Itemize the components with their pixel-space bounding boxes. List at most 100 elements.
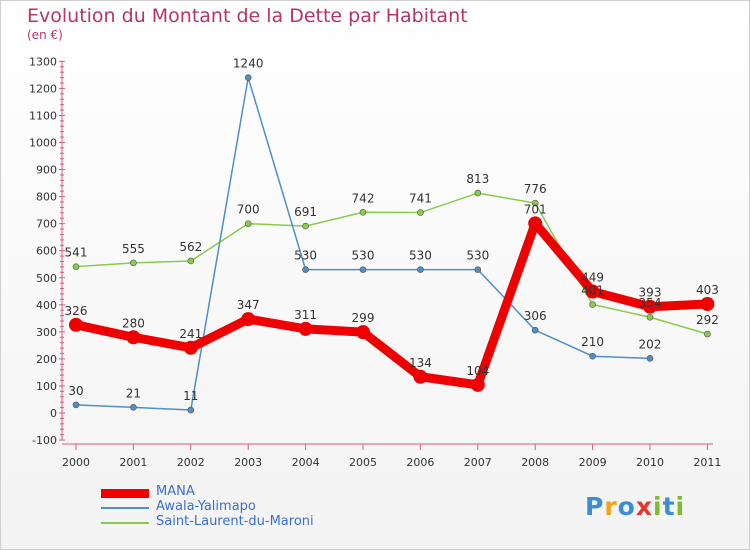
y-tick-label: 200 [36,353,57,366]
y-tick-label: 300 [36,326,57,339]
data-label: 541 [65,246,88,260]
data-label: 202 [639,337,662,351]
series-awala-yalimapo [72,74,654,414]
x-tick-label: 2001 [119,456,147,469]
data-point [413,369,428,384]
data-point [302,222,309,230]
y-tick-label: 800 [36,191,57,204]
y-tick-label: 1300 [29,55,57,68]
data-label: 311 [294,308,317,322]
x-tick-label: 2004 [292,456,320,469]
data-label: 555 [122,242,145,256]
data-point [302,266,309,273]
series-saint-laurent-du-maroni [72,189,711,338]
y-tick-label: 100 [36,380,57,393]
data-label: 741 [409,192,432,206]
data-label: 210 [581,335,604,349]
data-label: 292 [696,313,719,327]
y-tick-label: -100 [32,434,57,447]
legend-label: Saint-Laurent-du-Maroni [156,514,314,529]
legend-swatch [101,522,149,524]
data-label: 813 [466,172,489,186]
data-point [474,189,482,197]
data-label: 700 [237,203,260,217]
data-label: 104 [466,364,489,378]
proxiti-logo: Proxiti [585,492,685,521]
data-point [72,263,80,270]
x-tick-label: 2011 [693,456,721,469]
chart-title: Evolution du Montant de la Dette par Hab… [27,5,468,27]
data-point [643,299,657,314]
x-tick-label: 2007 [464,456,492,469]
logo-letter: P [585,492,605,521]
data-label: 562 [179,240,202,254]
data-label: 11 [183,389,198,403]
data-label: 241 [179,327,202,341]
logo-letter: x [635,492,653,521]
data-label: 393 [639,286,662,300]
legend-label: MANA [156,484,195,499]
data-point [187,406,195,414]
data-label: 1240 [233,57,264,71]
data-point [531,326,539,334]
data-label: 299 [352,311,375,325]
x-tick-label: 2003 [234,456,262,469]
series-line [75,76,651,411]
logo-letter: r [604,492,618,521]
data-label: 742 [352,191,375,205]
x-tick-label: 2008 [521,456,549,469]
data-point [359,208,367,216]
data-point [589,301,596,308]
series-line [75,192,709,335]
data-label: 530 [466,249,489,263]
data-label: 530 [409,249,432,263]
logo-letter: o [617,492,636,521]
data-point [356,325,370,340]
data-point [700,296,715,311]
y-tick-label: 600 [36,245,57,258]
data-label: 306 [524,309,547,323]
data-point [359,266,367,273]
data-point [585,284,600,299]
y-tick-label: 1000 [29,137,57,150]
logo-letter: i [653,492,663,521]
x-tick-label: 2000 [62,456,90,469]
data-point [646,313,654,321]
x-tick-label: 2002 [177,456,205,469]
legend-swatch [101,507,149,509]
data-label: 30 [68,384,83,398]
x-tick-label: 2005 [349,456,377,469]
x-tick-label: 2006 [406,456,434,469]
data-label: 326 [65,304,88,318]
data-label: 347 [237,298,260,312]
y-tick-label: 1100 [29,109,57,122]
data-point [126,330,141,345]
data-point [130,259,137,267]
data-point [646,355,654,362]
data-point [298,321,313,336]
y-tick-label: 0 [50,407,57,420]
chart-unit-label: (en €) [27,28,63,42]
data-label: 449 [581,271,604,285]
y-tick-label: 900 [36,164,57,177]
x-tick-label: 2009 [579,456,607,469]
logo-letter: t [662,492,676,521]
data-point [244,220,252,227]
data-point [589,352,596,360]
data-point [187,257,195,265]
legend-label: Awala-Yalimapo [156,499,256,514]
series-mana [69,216,715,392]
data-point [704,330,711,338]
data-point [69,317,83,332]
data-point [183,340,198,355]
y-tick-label: 1200 [29,82,57,95]
data-label: 403 [696,283,719,297]
data-label: 21 [126,386,141,400]
data-point [417,209,424,216]
data-point [244,74,252,81]
y-tick-label: 700 [36,218,57,231]
data-label: 701 [524,202,547,216]
data-label: 776 [524,182,547,196]
